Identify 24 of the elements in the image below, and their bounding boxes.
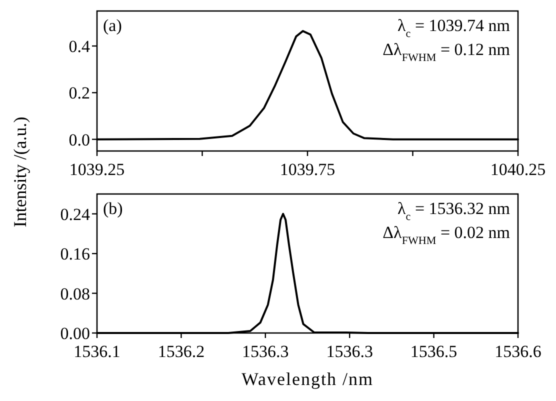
annotation: (b) [103, 199, 123, 218]
y-tick-label: 0.00 [60, 324, 90, 343]
y-tick-label: 0.2 [68, 84, 90, 103]
y-tick-label: 0.0 [68, 130, 90, 150]
x-tick-label: 1536.3 [326, 342, 373, 361]
y-tick-label: 0.08 [60, 284, 90, 304]
x-tick-label: 1536.1 [74, 342, 120, 361]
annotation: Δλ$_{FWHM}$ = 0.02 nm [382, 223, 510, 247]
y-tick-label: 0.24 [60, 204, 90, 224]
x-tick-label: 1536.3 [242, 342, 289, 361]
x-tick-label: 1536.6 [494, 342, 542, 361]
x-tick-label: 1536.2 [158, 342, 205, 361]
y-tick-label: 0.16 [60, 244, 90, 264]
x-tick-label: 1536.5 [410, 342, 458, 361]
y-axis-title: Intensity /(a.u.) [10, 116, 30, 228]
y-tick-label: 0.4 [68, 37, 90, 56]
x-tick-label: 1040.25 [490, 160, 546, 179]
annotation: Δλ$_{FWHM}$ = 0.12 nm [382, 40, 510, 64]
x-tick-label: 1039.25 [69, 160, 125, 179]
x-axis-title: Wavelength /nm [241, 369, 374, 389]
annotation: λ$_{c}$ = 1039.74 nm [398, 16, 510, 40]
annotation: λ$_{c}$ = 1536.32 nm [398, 199, 510, 223]
x-tick-label: 1039.75 [280, 160, 336, 179]
annotation: (a) [103, 16, 122, 35]
